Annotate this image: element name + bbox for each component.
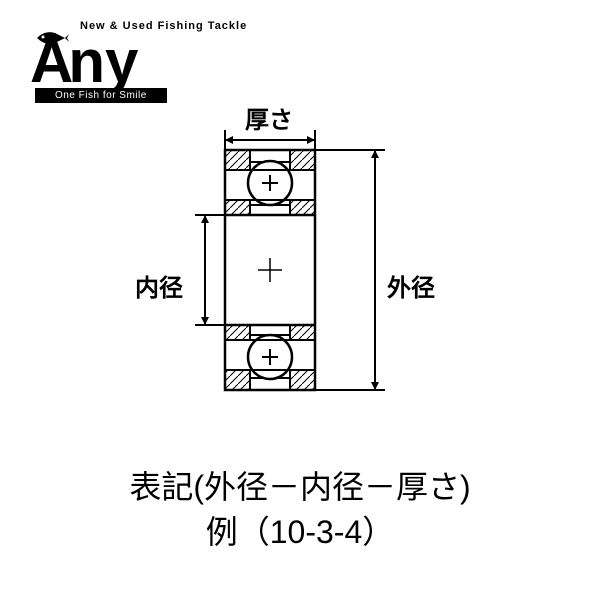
notation-text: 表記(外径－内径－厚さ) 例（10-3-4） — [0, 465, 600, 555]
outer-diameter-label: 外径 — [387, 268, 435, 303]
thickness-label: 厚さ — [245, 100, 293, 135]
notation-line-1: 表記(外径－内径－厚さ) — [0, 465, 600, 510]
fish-icon — [35, 28, 70, 48]
logo-container: New & Used Fishing Tackle A ny One Fish … — [30, 20, 247, 103]
bearing-cross-section — [150, 120, 450, 400]
bearing-diagram: 厚さ 内径 外径 — [150, 120, 450, 400]
logo-letters-ny: ny — [68, 27, 138, 96]
notation-line-2: 例（10-3-4） — [0, 510, 600, 555]
inner-diameter-label: 内径 — [135, 268, 183, 303]
logo-main: A ny — [30, 27, 247, 96]
